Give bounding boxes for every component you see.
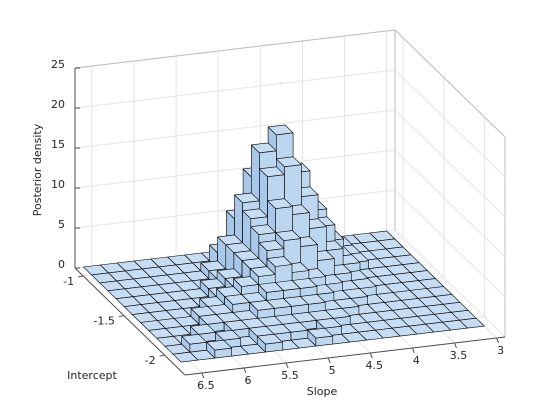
bar-top [259, 166, 285, 177]
bar-top [249, 266, 276, 277]
bar-top [172, 351, 199, 363]
bar-top [266, 256, 293, 267]
x-tick [327, 357, 331, 364]
bar [206, 339, 232, 359]
y-axis [74, 267, 186, 376]
x-axis [184, 336, 506, 376]
x-tick-label: 3.5 [450, 349, 468, 362]
x-tick-label: 5 [329, 364, 336, 377]
bar [256, 333, 283, 353]
x-axis-label: Slope [307, 385, 338, 398]
y-tick [118, 315, 124, 318]
x-tick-label: 4 [413, 354, 420, 367]
z-tick-label: 25 [51, 58, 65, 71]
bar-top [251, 142, 277, 154]
bar-top [258, 282, 284, 293]
z-axis-label: Posterior density [31, 123, 44, 216]
bar-top [267, 124, 294, 136]
x-tick-label: 4.5 [366, 359, 384, 372]
bar-top [249, 300, 275, 311]
y-tick-label: -1 [63, 275, 74, 288]
bar-top [275, 156, 302, 167]
bar [215, 329, 241, 349]
y-tick [159, 354, 165, 357]
y-tick-label: -1.5 [93, 315, 114, 328]
x-tick-label: 6 [244, 374, 251, 387]
x-tick-label: 5.5 [281, 369, 299, 382]
x-tick [201, 372, 205, 379]
bars [83, 124, 485, 363]
right-wall [395, 30, 505, 337]
bar [181, 333, 207, 353]
z-tick-label: 10 [51, 178, 65, 191]
y-tick-label: -2 [145, 354, 156, 367]
z-tick-label: 5 [58, 218, 65, 231]
y-tick [78, 275, 84, 278]
bar-top [256, 333, 283, 345]
y-axis-label: Intercept [67, 369, 117, 382]
bar-top [307, 327, 334, 339]
bar [172, 351, 199, 363]
x-tick [454, 342, 457, 349]
x-tick-label: 3 [497, 344, 504, 357]
bar-top [215, 329, 241, 341]
z-tick-label: 0 [58, 258, 65, 271]
axis-box [74, 29, 506, 337]
bar-top [206, 339, 232, 351]
x-tick-label: 6.5 [197, 379, 215, 392]
z-tick-label: 15 [51, 138, 65, 151]
bar-top [267, 198, 293, 209]
bar-top [275, 230, 302, 241]
x-tick [411, 347, 415, 354]
bar [307, 327, 334, 347]
bar-top [316, 317, 342, 329]
x-tick [496, 337, 500, 344]
x-tick [285, 362, 289, 369]
x-tick [369, 352, 373, 359]
x-tick [243, 367, 247, 374]
bar-top [258, 240, 285, 251]
z-tick-label: 20 [51, 98, 65, 111]
